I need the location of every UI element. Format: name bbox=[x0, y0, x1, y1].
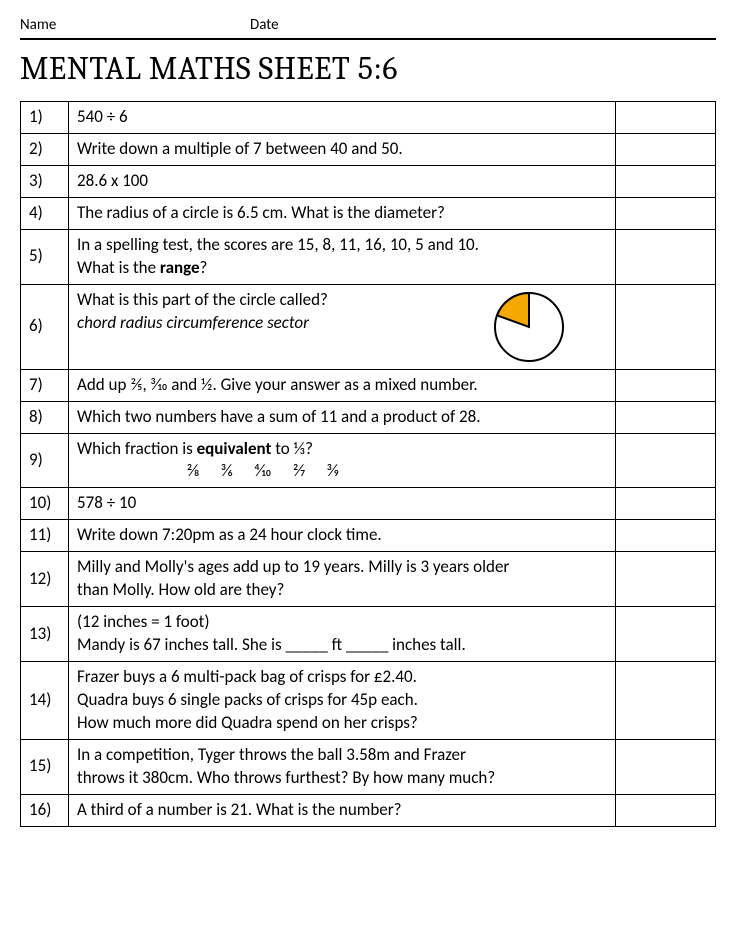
page-title: MENTAL MATHS SHEET 5:6 bbox=[20, 50, 716, 87]
q-text-line: What is this part of the circle called? bbox=[77, 289, 328, 310]
q-number: 1) bbox=[21, 102, 69, 134]
header-meta: Name Date bbox=[20, 16, 716, 40]
q-number: 4) bbox=[21, 197, 69, 229]
circle-sector-diagram bbox=[491, 289, 567, 365]
fraction-options: 2⁄8 3⁄6 4⁄10 2⁄7 3⁄9 bbox=[77, 460, 339, 483]
answer-cell[interactable] bbox=[616, 229, 716, 284]
q-bold: equivalent bbox=[197, 438, 272, 459]
table-row: 1) 540 ÷ 6 bbox=[21, 102, 716, 134]
table-row: 8) Which two numbers have a sum of 11 an… bbox=[21, 401, 716, 433]
q-number: 3) bbox=[21, 165, 69, 197]
answer-cell[interactable] bbox=[616, 552, 716, 607]
answer-cell[interactable] bbox=[616, 165, 716, 197]
questions-table: 1) 540 ÷ 6 2) Write down a multiple of 7… bbox=[20, 101, 716, 827]
table-row: 16) A third of a number is 21. What is t… bbox=[21, 794, 716, 826]
answer-cell[interactable] bbox=[616, 197, 716, 229]
answer-cell[interactable] bbox=[616, 607, 716, 662]
q-text: 28.6 x 100 bbox=[69, 165, 616, 197]
q-text-line: Mandy is 67 inches tall. She is _____ ft… bbox=[77, 634, 466, 655]
q-text-line: to ⅓? bbox=[271, 438, 313, 459]
q-text: Write down 7:20pm as a 24 hour clock tim… bbox=[69, 520, 616, 552]
q-text-line: Frazer buys a 6 multi-pack bag of crisps… bbox=[77, 666, 417, 687]
q-text: What is this part of the circle called? … bbox=[69, 284, 616, 369]
fraction-option: 2⁄7 bbox=[293, 460, 305, 481]
q-options: chord radius circumference sector bbox=[77, 312, 309, 333]
table-row: 3) 28.6 x 100 bbox=[21, 165, 716, 197]
q-number: 13) bbox=[21, 607, 69, 662]
q-number: 12) bbox=[21, 552, 69, 607]
q-number: 6) bbox=[21, 284, 69, 369]
q-number: 5) bbox=[21, 229, 69, 284]
answer-cell[interactable] bbox=[616, 662, 716, 740]
answer-cell[interactable] bbox=[616, 739, 716, 794]
q-number: 10) bbox=[21, 488, 69, 520]
table-row: 4) The radius of a circle is 6.5 cm. Wha… bbox=[21, 197, 716, 229]
q-text-line: Quadra buys 6 single packs of crisps for… bbox=[77, 689, 418, 710]
q-text-line: ? bbox=[200, 257, 208, 278]
answer-cell[interactable] bbox=[616, 794, 716, 826]
answer-cell[interactable] bbox=[616, 284, 716, 369]
q-text-line: Which fraction is bbox=[77, 438, 197, 459]
table-row: 9) Which fraction is equivalent to ⅓? 2⁄… bbox=[21, 433, 716, 488]
name-label: Name bbox=[20, 16, 250, 34]
q-text: In a competition, Tyger throws the ball … bbox=[69, 739, 616, 794]
q-text: Which two numbers have a sum of 11 and a… bbox=[69, 401, 616, 433]
q-text-line: (12 inches = 1 foot) bbox=[77, 611, 210, 632]
table-row: 7) Add up ⅖, 3⁄10 and ½. Give your answe… bbox=[21, 369, 716, 401]
answer-cell[interactable] bbox=[616, 520, 716, 552]
date-label: Date bbox=[250, 16, 279, 34]
q-text: 578 ÷ 10 bbox=[69, 488, 616, 520]
table-row: 10) 578 ÷ 10 bbox=[21, 488, 716, 520]
q-number: 2) bbox=[21, 133, 69, 165]
q-number: 15) bbox=[21, 739, 69, 794]
answer-cell[interactable] bbox=[616, 102, 716, 134]
table-row: 14) Frazer buys a 6 multi-pack bag of cr… bbox=[21, 662, 716, 740]
q-text: Write down a multiple of 7 between 40 an… bbox=[69, 133, 616, 165]
fraction-option: 3⁄9 bbox=[327, 460, 339, 481]
fraction-option: 4⁄10 bbox=[254, 460, 271, 481]
q-text-line: In a spelling test, the scores are 15, 8… bbox=[77, 234, 479, 255]
q-text: Add up ⅖, 3⁄10 and ½. Give your answer a… bbox=[69, 369, 616, 401]
table-row: 11) Write down 7:20pm as a 24 hour clock… bbox=[21, 520, 716, 552]
fraction-option: 3⁄6 bbox=[221, 460, 233, 481]
table-row: 15) In a competition, Tyger throws the b… bbox=[21, 739, 716, 794]
answer-cell[interactable] bbox=[616, 369, 716, 401]
q-text: Frazer buys a 6 multi-pack bag of crisps… bbox=[69, 662, 616, 740]
q-bold: range bbox=[160, 257, 200, 278]
table-row: 6) What is this part of the circle calle… bbox=[21, 284, 716, 369]
q-text-line: In a competition, Tyger throws the ball … bbox=[77, 744, 466, 765]
q-text-line: How much more did Quadra spend on her cr… bbox=[77, 712, 418, 733]
answer-cell[interactable] bbox=[616, 401, 716, 433]
answer-cell[interactable] bbox=[616, 488, 716, 520]
table-row: 12) Milly and Molly's ages add up to 19 … bbox=[21, 552, 716, 607]
q-text: A third of a number is 21. What is the n… bbox=[69, 794, 616, 826]
q-text-line: than Molly. How old are they? bbox=[77, 579, 284, 600]
table-row: 5) In a spelling test, the scores are 15… bbox=[21, 229, 716, 284]
table-row: 13) (12 inches = 1 foot) Mandy is 67 inc… bbox=[21, 607, 716, 662]
q-number: 7) bbox=[21, 369, 69, 401]
q-text-line: throws it 380cm. Who throws furthest? By… bbox=[77, 767, 495, 788]
q-text-line: Milly and Molly's ages add up to 19 year… bbox=[77, 556, 509, 577]
q-number: 16) bbox=[21, 794, 69, 826]
q-text: Which fraction is equivalent to ⅓? 2⁄8 3… bbox=[69, 433, 616, 488]
fraction-option: 2⁄8 bbox=[187, 460, 199, 481]
q-text: The radius of a circle is 6.5 cm. What i… bbox=[69, 197, 616, 229]
q-number: 9) bbox=[21, 433, 69, 488]
q-text: (12 inches = 1 foot) Mandy is 67 inches … bbox=[69, 607, 616, 662]
table-row: 2) Write down a multiple of 7 between 40… bbox=[21, 133, 716, 165]
answer-cell[interactable] bbox=[616, 133, 716, 165]
q-text-line: What is the bbox=[77, 257, 160, 278]
q-text: 540 ÷ 6 bbox=[69, 102, 616, 134]
q-number: 14) bbox=[21, 662, 69, 740]
q-text: In a spelling test, the scores are 15, 8… bbox=[69, 229, 616, 284]
answer-cell[interactable] bbox=[616, 433, 716, 488]
q-number: 11) bbox=[21, 520, 69, 552]
q-number: 8) bbox=[21, 401, 69, 433]
q-text: Milly and Molly's ages add up to 19 year… bbox=[69, 552, 616, 607]
